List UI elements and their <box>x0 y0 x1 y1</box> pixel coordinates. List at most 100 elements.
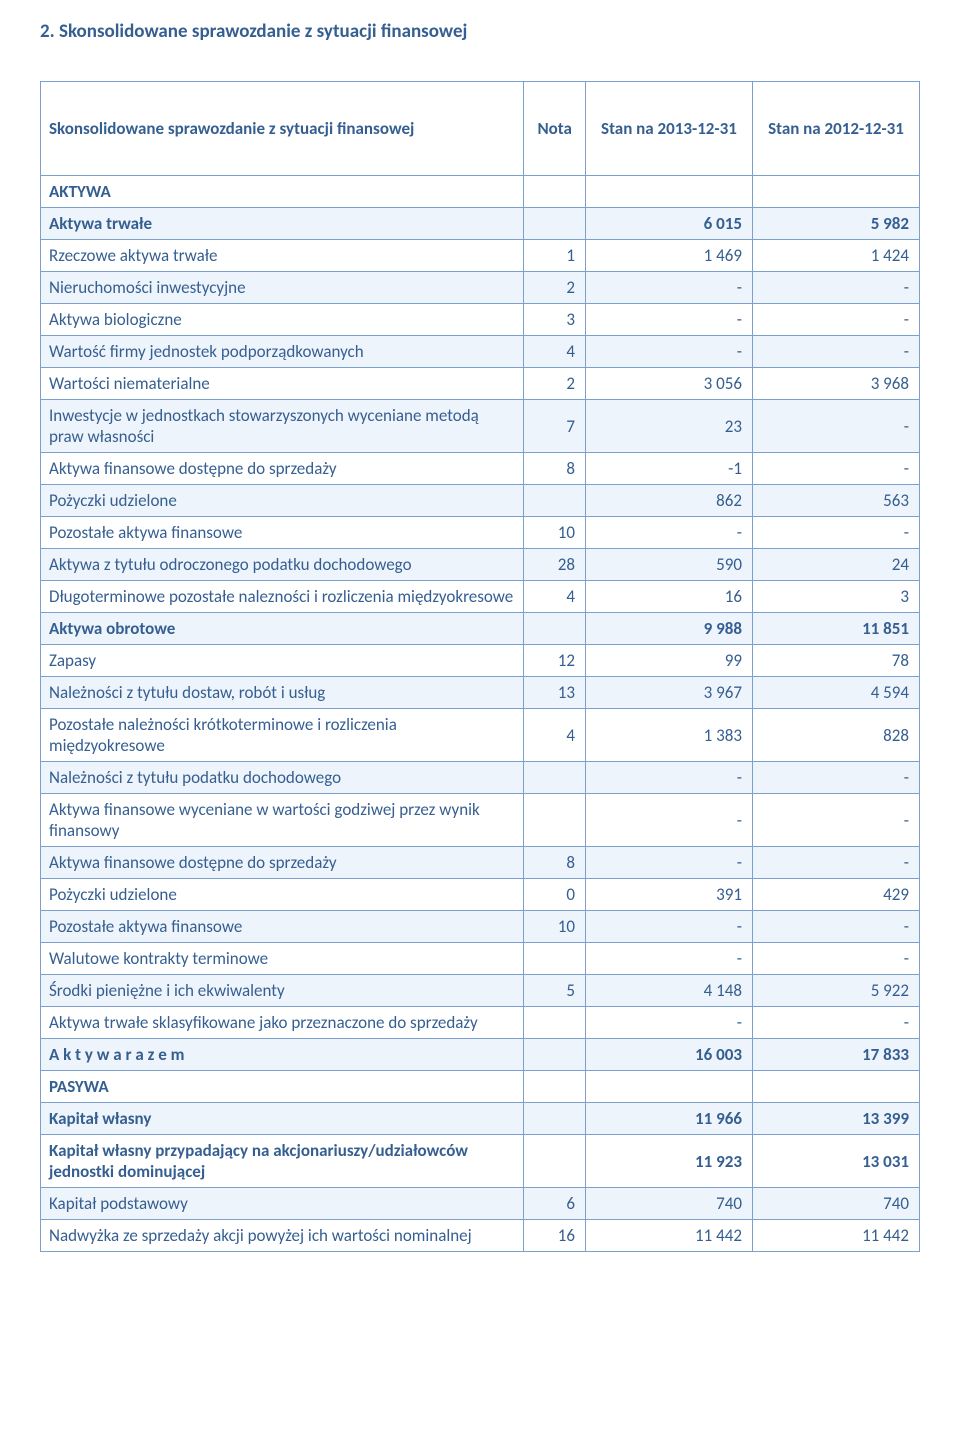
row-label: Pozostałe aktywa finansowe <box>41 517 524 549</box>
row-nota: 13 <box>524 677 586 709</box>
row-value-2013: - <box>585 1007 752 1039</box>
header-label: Skonsolidowane sprawozdanie z sytuacji f… <box>41 82 524 176</box>
row-nota: 2 <box>524 272 586 304</box>
row-value-2013: 99 <box>585 645 752 677</box>
table-row: Aktywa trwałe sklasyfikowane jako przezn… <box>41 1007 920 1039</box>
table-row: Nieruchomości inwestycyjne2-- <box>41 272 920 304</box>
table-row: Kapitał podstawowy6740740 <box>41 1188 920 1220</box>
row-value-2012: - <box>752 272 919 304</box>
row-value-2012: 17 833 <box>752 1039 919 1071</box>
row-value-2012: 78 <box>752 645 919 677</box>
table-row: Długoterminowe pozostałe nalezności i ro… <box>41 581 920 613</box>
row-label: Aktywa trwałe sklasyfikowane jako przezn… <box>41 1007 524 1039</box>
row-value-2013: - <box>585 517 752 549</box>
row-value-2013: 1 383 <box>585 709 752 762</box>
row-label: Zapasy <box>41 645 524 677</box>
row-value-2013 <box>585 1071 752 1103</box>
table-body: AKTYWAAktywa trwałe6 0155 982Rzeczowe ak… <box>41 176 920 1252</box>
table-row: Aktywa obrotowe9 98811 851 <box>41 613 920 645</box>
row-nota: 2 <box>524 368 586 400</box>
row-value-2012: 1 424 <box>752 240 919 272</box>
row-value-2013: 11 966 <box>585 1103 752 1135</box>
row-nota: 0 <box>524 879 586 911</box>
row-label: Walutowe kontrakty terminowe <box>41 943 524 975</box>
table-row: AKTYWA <box>41 176 920 208</box>
row-value-2013: - <box>585 304 752 336</box>
row-nota <box>524 1103 586 1135</box>
row-label: PASYWA <box>41 1071 524 1103</box>
table-row: Aktywa finansowe wyceniane w wartości go… <box>41 794 920 847</box>
row-nota: 16 <box>524 1220 586 1252</box>
row-nota <box>524 762 586 794</box>
table-row: Pożyczki udzielone862563 <box>41 485 920 517</box>
row-nota: 10 <box>524 911 586 943</box>
table-row: Pozostałe należności krótkoterminowe i r… <box>41 709 920 762</box>
row-nota <box>524 1135 586 1188</box>
row-value-2013: 11 923 <box>585 1135 752 1188</box>
table-row: Zapasy129978 <box>41 645 920 677</box>
row-nota: 3 <box>524 304 586 336</box>
row-label: Nadwyżka ze sprzedaży akcji powyżej ich … <box>41 1220 524 1252</box>
row-nota: 7 <box>524 400 586 453</box>
row-label: Należności z tytułu dostaw, robót i usłu… <box>41 677 524 709</box>
row-value-2013: - <box>585 762 752 794</box>
table-row: Należności z tytułu podatku dochodowego -… <box>41 762 920 794</box>
table-row: Wartość firmy jednostek podporządkowanyc… <box>41 336 920 368</box>
row-nota: 6 <box>524 1188 586 1220</box>
row-label: Pozostałe aktywa finansowe <box>41 911 524 943</box>
row-nota: 10 <box>524 517 586 549</box>
row-value-2012: - <box>752 794 919 847</box>
row-value-2013: 4 148 <box>585 975 752 1007</box>
section-title: 2. Skonsolidowane sprawozdanie z sytuacj… <box>40 20 920 43</box>
row-nota <box>524 485 586 517</box>
row-value-2013: 590 <box>585 549 752 581</box>
row-value-2012: 563 <box>752 485 919 517</box>
row-label: Kapitał własny <box>41 1103 524 1135</box>
row-nota: 12 <box>524 645 586 677</box>
table-header-row: Skonsolidowane sprawozdanie z sytuacji f… <box>41 82 920 176</box>
row-label: Aktywa trwałe <box>41 208 524 240</box>
row-value-2012: - <box>752 762 919 794</box>
row-value-2013: 16 003 <box>585 1039 752 1071</box>
row-value-2013: 1 469 <box>585 240 752 272</box>
table-row: Kapitał własny11 96613 399 <box>41 1103 920 1135</box>
row-value-2012 <box>752 176 919 208</box>
row-label: Rzeczowe aktywa trwałe <box>41 240 524 272</box>
row-label: Należności z tytułu podatku dochodowego <box>41 762 524 794</box>
row-nota <box>524 943 586 975</box>
row-value-2013: - <box>585 847 752 879</box>
row-value-2013: 740 <box>585 1188 752 1220</box>
row-nota <box>524 794 586 847</box>
row-value-2012: 24 <box>752 549 919 581</box>
table-row: A k t y w a r a z e m16 00317 833 <box>41 1039 920 1071</box>
row-value-2013: -1 <box>585 453 752 485</box>
row-value-2012: - <box>752 453 919 485</box>
row-value-2012: 3 <box>752 581 919 613</box>
row-value-2012: 828 <box>752 709 919 762</box>
row-label: Aktywa z tytułu odroczonego podatku doch… <box>41 549 524 581</box>
row-label: Pożyczki udzielone <box>41 485 524 517</box>
row-value-2012: - <box>752 517 919 549</box>
table-row: Inwestycje w jednostkach stowarzyszonych… <box>41 400 920 453</box>
row-value-2012: - <box>752 911 919 943</box>
table-row: Aktywa trwałe6 0155 982 <box>41 208 920 240</box>
row-nota: 28 <box>524 549 586 581</box>
row-value-2013: 23 <box>585 400 752 453</box>
row-label: Aktywa obrotowe <box>41 613 524 645</box>
table-row: Pozostałe aktywa finansowe10-- <box>41 517 920 549</box>
row-value-2013: - <box>585 943 752 975</box>
row-value-2012: 11 851 <box>752 613 919 645</box>
row-label: Aktywa biologiczne <box>41 304 524 336</box>
row-label: Kapitał własny przypadający na akcjonari… <box>41 1135 524 1188</box>
row-value-2013: 6 015 <box>585 208 752 240</box>
table-row: Należności z tytułu dostaw, robót i usłu… <box>41 677 920 709</box>
row-value-2013: 391 <box>585 879 752 911</box>
row-value-2013: 3 967 <box>585 677 752 709</box>
table-row: Środki pieniężne i ich ekwiwalenty54 148… <box>41 975 920 1007</box>
row-nota: 1 <box>524 240 586 272</box>
row-label: Wartości niematerialne <box>41 368 524 400</box>
row-value-2013: 3 056 <box>585 368 752 400</box>
row-nota <box>524 176 586 208</box>
row-value-2012: - <box>752 336 919 368</box>
table-row: Aktywa finansowe dostępne do sprzedaży8-… <box>41 453 920 485</box>
